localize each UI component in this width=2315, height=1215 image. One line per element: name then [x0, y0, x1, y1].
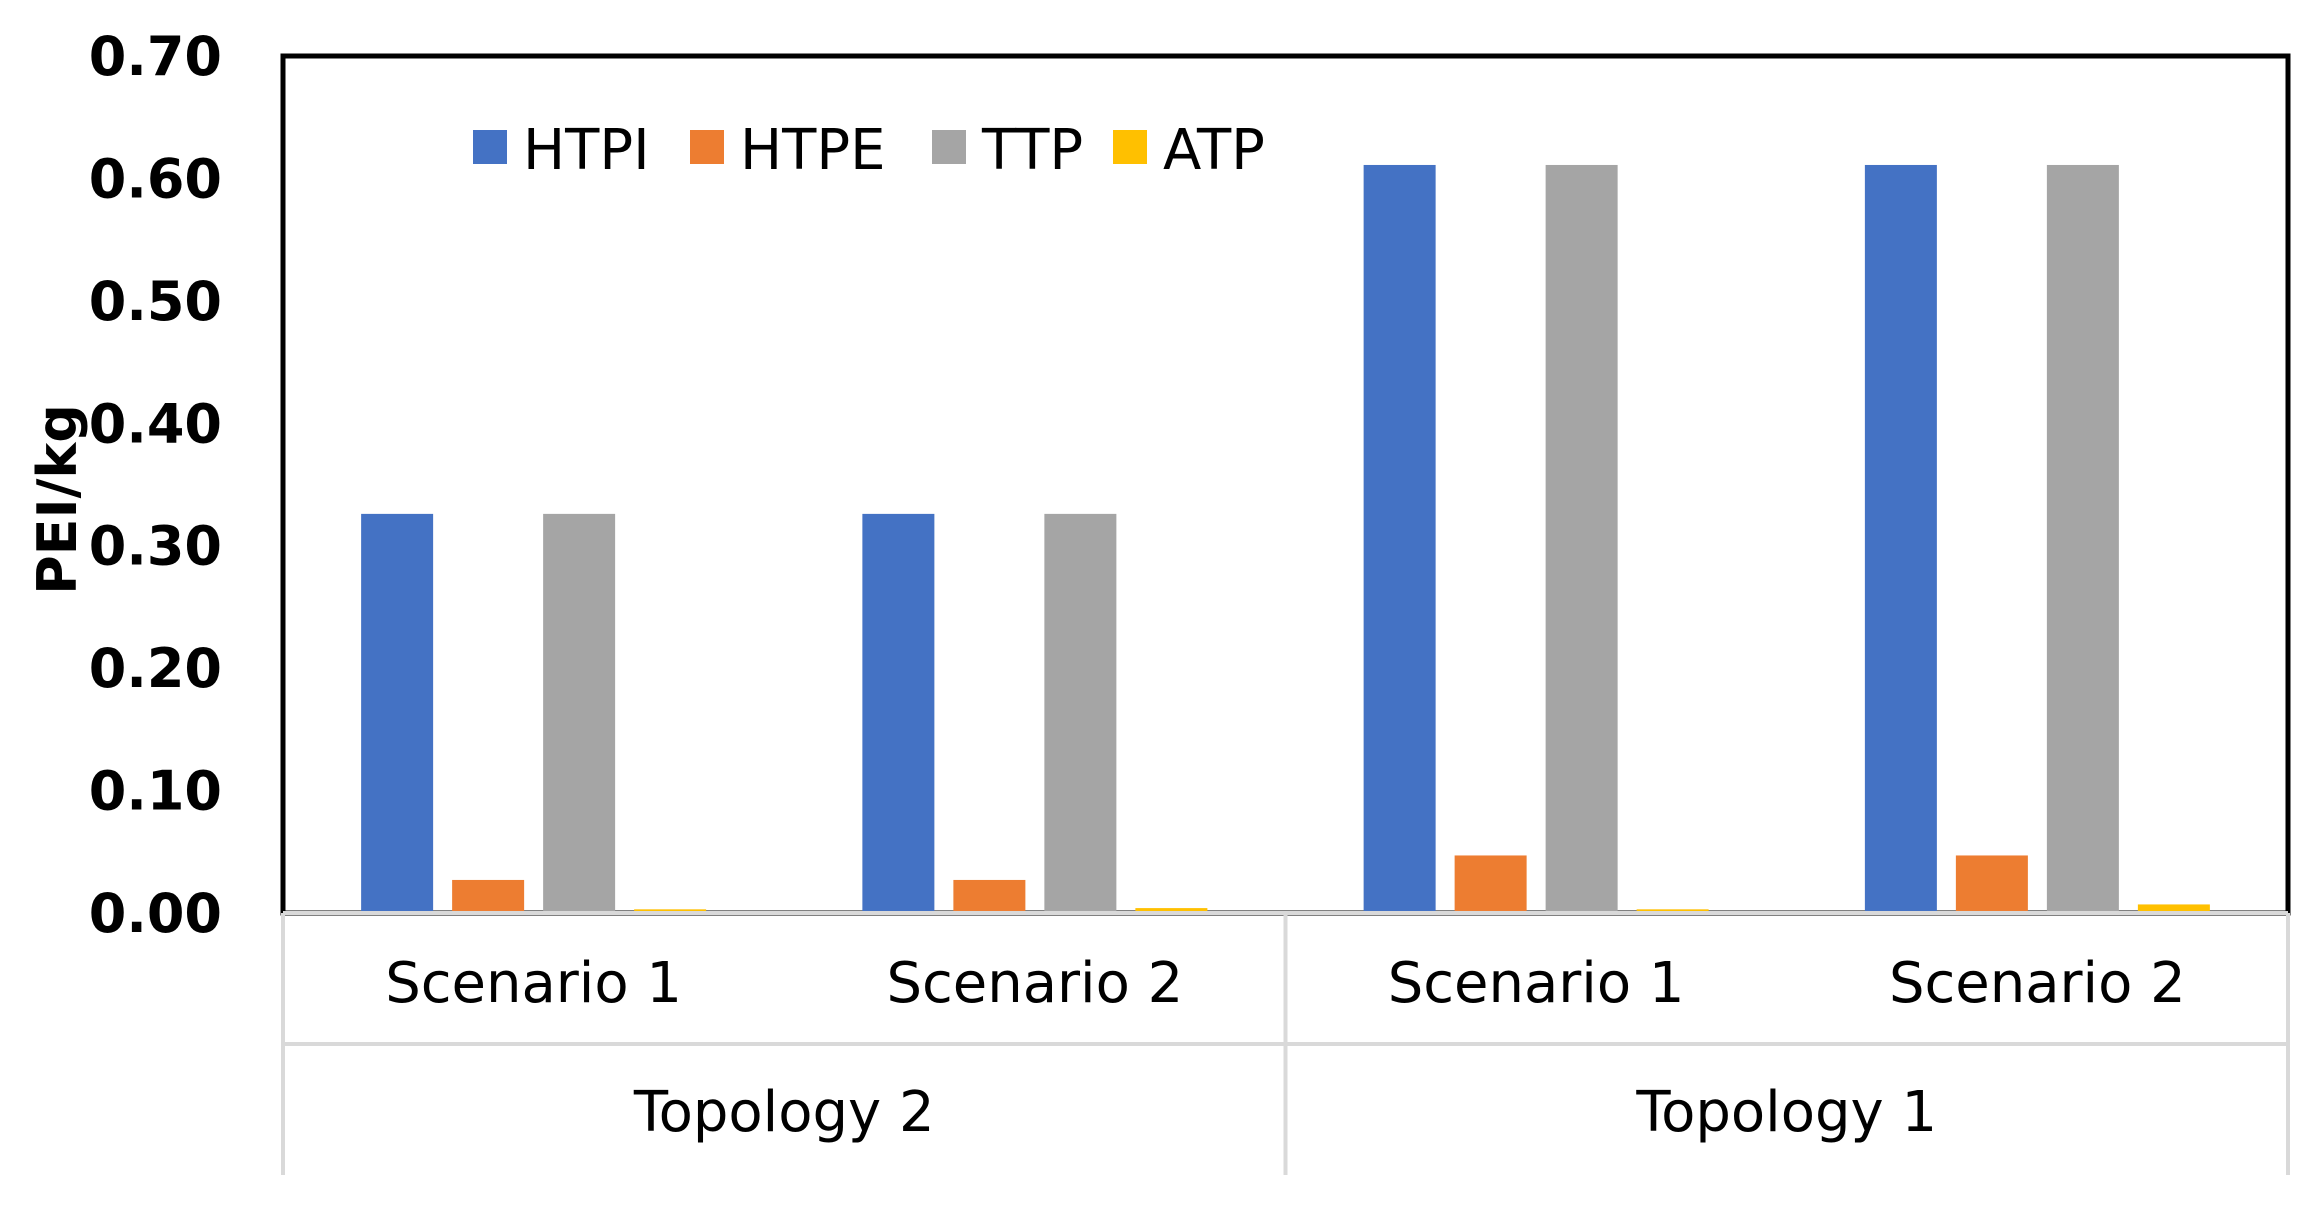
- bar-atp: [2137, 904, 2210, 913]
- category-label: Scenario 1: [1388, 951, 1685, 1016]
- y-tick-label: 0.40: [89, 392, 222, 455]
- bar-htpe: [1955, 855, 2028, 913]
- bar-htpe: [1454, 855, 1527, 913]
- bar-htpe: [452, 879, 525, 913]
- y-axis-title: PEI/kg: [26, 404, 89, 595]
- category-label: Scenario 2: [886, 951, 1183, 1016]
- bar-ttp: [543, 513, 616, 913]
- y-tick-label: 0.60: [89, 147, 222, 210]
- bar-htpi: [1864, 164, 1937, 913]
- bar-htpi: [1363, 164, 1436, 913]
- group-label: Topology 1: [1635, 1080, 1937, 1145]
- bar-ttp: [1545, 164, 1618, 913]
- legend: HTPI HTPE TTP ATP: [473, 118, 1265, 183]
- legend-swatch-htpi: [473, 130, 507, 164]
- x-axis-categories: Scenario 1 Scenario 2 Topology 2 Scenario 1…: [281, 911, 2290, 1175]
- y-tick-label: 0.30: [89, 515, 222, 578]
- bar-atp: [1135, 908, 1208, 913]
- category-label: Scenario 2: [1889, 951, 2186, 1016]
- y-tick-label: 0.10: [89, 760, 222, 823]
- legend-swatch-htpe: [690, 130, 724, 164]
- bar-ttp: [1044, 513, 1117, 913]
- bar-htpi: [361, 513, 434, 913]
- legend-label-htpe: HTPE: [740, 118, 885, 183]
- category-label: Scenario 1: [385, 951, 682, 1016]
- group-label: Topology 2: [633, 1080, 935, 1145]
- bar-htpi: [862, 513, 935, 913]
- y-axis-ticks: 0.00 0.10 0.20 0.30 0.40 0.50 0.60 0.70: [89, 25, 222, 945]
- y-axis-label: PEI/kg: [26, 404, 89, 595]
- bars: [361, 164, 2210, 913]
- y-tick-label: 0.70: [89, 25, 222, 88]
- y-tick-label: 0.50: [89, 270, 222, 333]
- legend-label-atp: ATP: [1163, 118, 1265, 183]
- legend-swatch-atp: [1113, 130, 1147, 164]
- legend-swatch-ttp: [932, 130, 966, 164]
- y-tick-label: 0.00: [89, 882, 222, 945]
- legend-label-htpi: HTPI: [523, 118, 650, 183]
- bar-htpe: [953, 879, 1026, 913]
- y-tick-label: 0.20: [89, 637, 222, 700]
- legend-label-ttp: TTP: [981, 118, 1083, 183]
- bar-ttp: [2046, 164, 2119, 913]
